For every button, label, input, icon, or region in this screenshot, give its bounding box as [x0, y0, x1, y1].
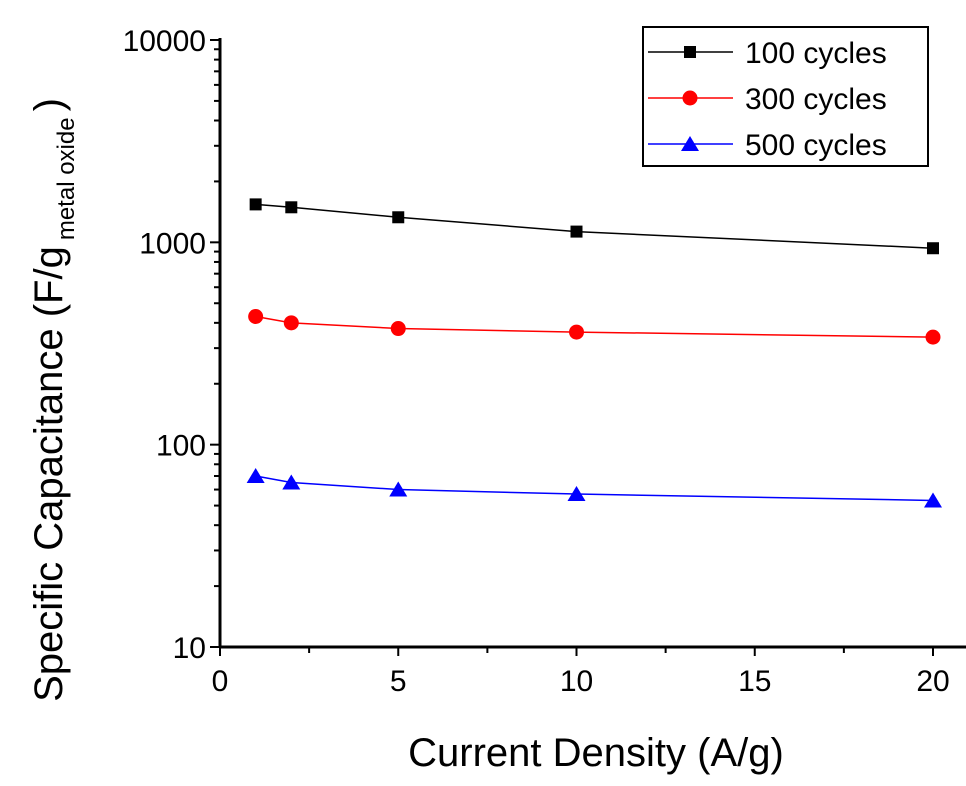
- legend-marker: [681, 136, 699, 151]
- data-point: [249, 198, 262, 211]
- series-100-cycles: [249, 198, 939, 255]
- data-point: [390, 321, 406, 337]
- y-tick-label: 10: [173, 632, 206, 665]
- legend-label: 500 cycles: [745, 129, 887, 162]
- x-tick-label: 10: [560, 665, 593, 698]
- x-tick-label: 5: [390, 665, 407, 698]
- legend-marker: [684, 46, 696, 58]
- series-line: [255, 475, 934, 502]
- data-point: [285, 201, 298, 214]
- legend: 100 cycles 300 cycles 500 cycles: [642, 26, 929, 167]
- data-point: [248, 308, 264, 324]
- x-tick-label: 0: [212, 665, 229, 698]
- data-point: [392, 211, 405, 224]
- series-line: [255, 315, 934, 338]
- data-point: [282, 474, 301, 490]
- data-point: [570, 225, 583, 238]
- y-tick-label: 10000: [123, 25, 206, 58]
- x-axis-title: Current Density (A/g): [408, 731, 784, 775]
- series-layer: [246, 198, 942, 508]
- data-point: [569, 324, 584, 340]
- y-tick-label: 100: [156, 430, 206, 463]
- series-300-cycles: [248, 308, 941, 345]
- y-tick-label: 1000: [139, 227, 206, 260]
- y-axis-title-close: ): [27, 98, 71, 111]
- x-tick-label: 15: [738, 665, 771, 698]
- data-point: [283, 315, 299, 331]
- series-line: [255, 203, 934, 249]
- data-point: [567, 486, 586, 502]
- legend-label: 300 cycles: [745, 83, 887, 116]
- y-axis-title-main: Specific Capacitance (F/g: [27, 246, 71, 702]
- data-point: [246, 468, 265, 484]
- data-point: [925, 329, 941, 345]
- data-point: [924, 492, 942, 508]
- series-500-cycles: [246, 468, 942, 508]
- data-point: [389, 481, 408, 497]
- y-axis-title-subscript: metal oxide: [53, 117, 80, 240]
- legend-marker: [682, 90, 698, 106]
- data-point: [927, 242, 939, 255]
- legend-label: 100 cycles: [745, 37, 887, 70]
- axes: 0 5 10 15 20 10 100 1000 10000: [123, 25, 966, 698]
- y-axis-title: Specific Capacitance (F/g metal oxide): [27, 98, 80, 702]
- x-tick-label: 20: [916, 665, 949, 698]
